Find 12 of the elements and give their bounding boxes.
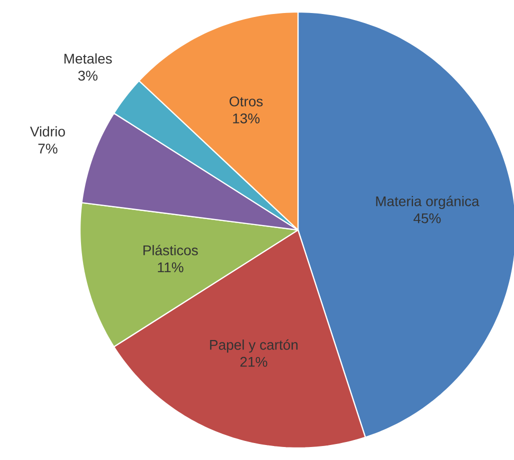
- slice-label: Otros: [230, 96, 263, 106]
- data-label: 11%: [158, 262, 184, 272]
- data-label: 21%: [240, 356, 268, 367]
- slice-label: Metales: [64, 53, 112, 64]
- slice-label: Papel y cartón: [210, 339, 298, 353]
- data-label: 3%: [78, 70, 98, 81]
- data-label: 45%: [414, 213, 441, 224]
- data-label: 13%: [233, 113, 260, 124]
- data-label: 7%: [38, 144, 58, 154]
- slice-label: Materia orgánica: [376, 196, 480, 210]
- slice-label: Vidrio: [30, 126, 65, 137]
- slice-label: Plásticos: [143, 244, 198, 256]
